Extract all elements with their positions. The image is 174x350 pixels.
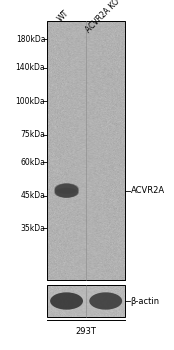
Text: WT: WT bbox=[56, 9, 71, 23]
Text: 60kDa: 60kDa bbox=[20, 158, 45, 167]
Ellipse shape bbox=[54, 183, 79, 194]
FancyBboxPatch shape bbox=[47, 285, 125, 317]
Ellipse shape bbox=[54, 183, 79, 198]
Text: 180kDa: 180kDa bbox=[16, 35, 45, 44]
FancyBboxPatch shape bbox=[47, 21, 86, 280]
Text: 35kDa: 35kDa bbox=[20, 224, 45, 233]
FancyBboxPatch shape bbox=[86, 21, 125, 280]
Text: 45kDa: 45kDa bbox=[20, 191, 45, 200]
Text: 293T: 293T bbox=[76, 327, 97, 336]
Ellipse shape bbox=[50, 292, 83, 310]
Ellipse shape bbox=[89, 292, 122, 310]
Text: 100kDa: 100kDa bbox=[16, 97, 45, 106]
Ellipse shape bbox=[54, 188, 79, 198]
Text: ACVR2A: ACVR2A bbox=[130, 186, 165, 195]
Text: 75kDa: 75kDa bbox=[20, 131, 45, 139]
Text: ACVR2A KO: ACVR2A KO bbox=[84, 0, 121, 35]
Text: β-actin: β-actin bbox=[130, 296, 160, 306]
Text: 140kDa: 140kDa bbox=[16, 63, 45, 72]
FancyBboxPatch shape bbox=[47, 21, 125, 280]
